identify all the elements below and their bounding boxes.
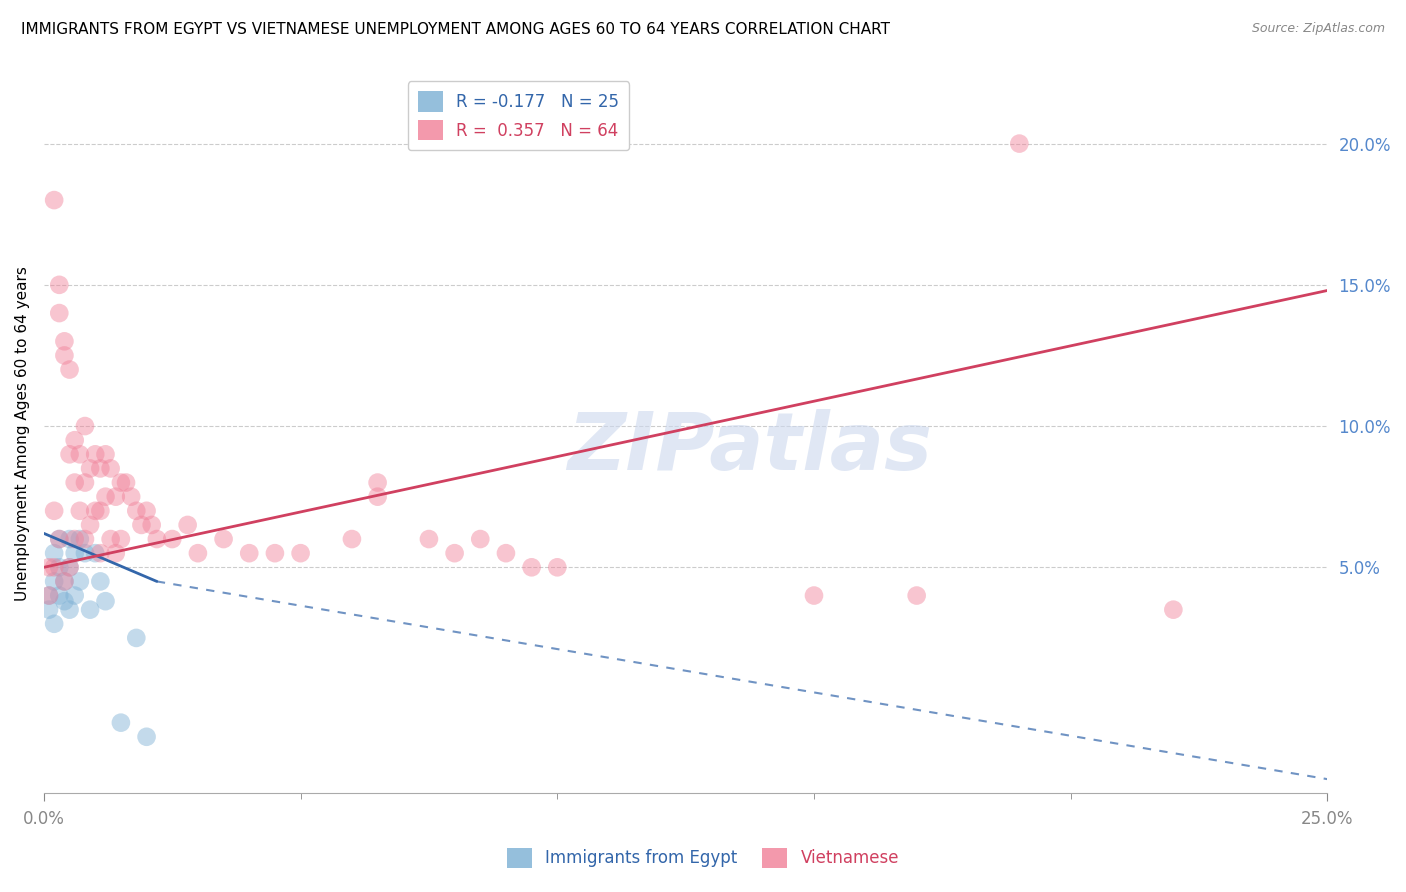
Point bbox=[48, 306, 70, 320]
Point bbox=[340, 532, 363, 546]
Point bbox=[520, 560, 543, 574]
Point bbox=[94, 594, 117, 608]
Point bbox=[63, 546, 86, 560]
Point bbox=[125, 504, 148, 518]
Point bbox=[104, 546, 127, 560]
Point bbox=[100, 461, 122, 475]
Point bbox=[367, 475, 389, 490]
Point bbox=[84, 504, 107, 518]
Legend: R = -0.177   N = 25, R =  0.357   N = 64: R = -0.177 N = 25, R = 0.357 N = 64 bbox=[408, 81, 630, 151]
Point bbox=[89, 546, 111, 560]
Point bbox=[48, 532, 70, 546]
Point bbox=[212, 532, 235, 546]
Point bbox=[58, 602, 80, 616]
Point bbox=[48, 589, 70, 603]
Point bbox=[367, 490, 389, 504]
Point bbox=[73, 419, 96, 434]
Point bbox=[38, 589, 60, 603]
Point bbox=[58, 560, 80, 574]
Point bbox=[905, 589, 928, 603]
Point bbox=[94, 447, 117, 461]
Point bbox=[69, 532, 91, 546]
Point bbox=[79, 517, 101, 532]
Text: Source: ZipAtlas.com: Source: ZipAtlas.com bbox=[1251, 22, 1385, 36]
Point bbox=[73, 475, 96, 490]
Point bbox=[290, 546, 312, 560]
Point bbox=[803, 589, 825, 603]
Point bbox=[53, 574, 76, 589]
Point bbox=[495, 546, 517, 560]
Point bbox=[38, 589, 60, 603]
Point bbox=[38, 560, 60, 574]
Point bbox=[89, 461, 111, 475]
Point bbox=[53, 594, 76, 608]
Point bbox=[89, 504, 111, 518]
Point bbox=[44, 574, 66, 589]
Point bbox=[176, 517, 198, 532]
Y-axis label: Unemployment Among Ages 60 to 64 years: Unemployment Among Ages 60 to 64 years bbox=[15, 266, 30, 600]
Point bbox=[141, 517, 163, 532]
Point bbox=[131, 517, 153, 532]
Point bbox=[418, 532, 440, 546]
Point bbox=[1163, 602, 1185, 616]
Point bbox=[104, 490, 127, 504]
Point bbox=[110, 475, 132, 490]
Point bbox=[63, 433, 86, 447]
Point bbox=[44, 546, 66, 560]
Point bbox=[100, 532, 122, 546]
Point bbox=[58, 532, 80, 546]
Point bbox=[44, 616, 66, 631]
Point bbox=[79, 461, 101, 475]
Point bbox=[69, 574, 91, 589]
Point bbox=[73, 546, 96, 560]
Point bbox=[53, 348, 76, 362]
Point bbox=[84, 447, 107, 461]
Point bbox=[58, 362, 80, 376]
Point bbox=[44, 560, 66, 574]
Point bbox=[115, 475, 138, 490]
Point bbox=[125, 631, 148, 645]
Point bbox=[53, 334, 76, 349]
Point bbox=[48, 277, 70, 292]
Point bbox=[546, 560, 568, 574]
Point bbox=[79, 602, 101, 616]
Point bbox=[53, 574, 76, 589]
Point bbox=[146, 532, 169, 546]
Point bbox=[48, 560, 70, 574]
Point bbox=[110, 715, 132, 730]
Point bbox=[1008, 136, 1031, 151]
Point bbox=[38, 602, 60, 616]
Point bbox=[63, 589, 86, 603]
Point bbox=[44, 193, 66, 207]
Point bbox=[84, 546, 107, 560]
Point bbox=[69, 447, 91, 461]
Point bbox=[110, 532, 132, 546]
Point bbox=[58, 447, 80, 461]
Point bbox=[162, 532, 184, 546]
Point bbox=[63, 532, 86, 546]
Point bbox=[187, 546, 209, 560]
Point bbox=[264, 546, 287, 560]
Text: ZIPatlas: ZIPatlas bbox=[567, 409, 932, 486]
Point bbox=[135, 730, 157, 744]
Point bbox=[73, 532, 96, 546]
Point bbox=[470, 532, 492, 546]
Point bbox=[48, 532, 70, 546]
Point bbox=[94, 490, 117, 504]
Point bbox=[63, 475, 86, 490]
Point bbox=[443, 546, 465, 560]
Point bbox=[135, 504, 157, 518]
Point bbox=[69, 504, 91, 518]
Legend: Immigrants from Egypt, Vietnamese: Immigrants from Egypt, Vietnamese bbox=[501, 841, 905, 875]
Point bbox=[44, 504, 66, 518]
Point bbox=[89, 574, 111, 589]
Point bbox=[58, 560, 80, 574]
Point bbox=[120, 490, 142, 504]
Text: IMMIGRANTS FROM EGYPT VS VIETNAMESE UNEMPLOYMENT AMONG AGES 60 TO 64 YEARS CORRE: IMMIGRANTS FROM EGYPT VS VIETNAMESE UNEM… bbox=[21, 22, 890, 37]
Point bbox=[238, 546, 260, 560]
